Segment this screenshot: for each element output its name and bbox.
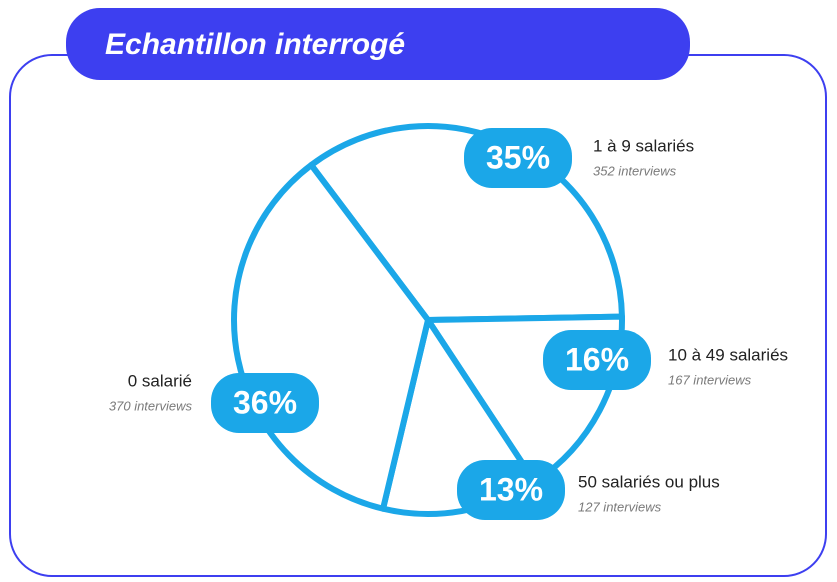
category-label: 0 salarié: [128, 371, 192, 390]
value-label: 35%: [486, 139, 550, 175]
value-pill: [211, 373, 319, 433]
interviews-label: 127 interviews: [578, 499, 662, 514]
category-label: 1 à 9 salariés: [593, 136, 694, 155]
value-label: 13%: [479, 471, 543, 507]
title-tab: [66, 8, 690, 80]
category-label: 50 salariés ou plus: [578, 472, 720, 491]
chart-title: Echantillon interrogé: [105, 28, 405, 61]
interviews-label: 352 interviews: [593, 163, 677, 178]
interviews-label: 370 interviews: [109, 398, 193, 413]
category-label: 10 à 49 salariés: [668, 345, 788, 364]
value-pill: [457, 460, 565, 520]
value-label: 36%: [233, 384, 297, 420]
value-pill: [464, 128, 572, 188]
value-label: 16%: [565, 341, 629, 377]
interviews-label: 167 interviews: [668, 372, 752, 387]
value-pill: [543, 330, 651, 390]
